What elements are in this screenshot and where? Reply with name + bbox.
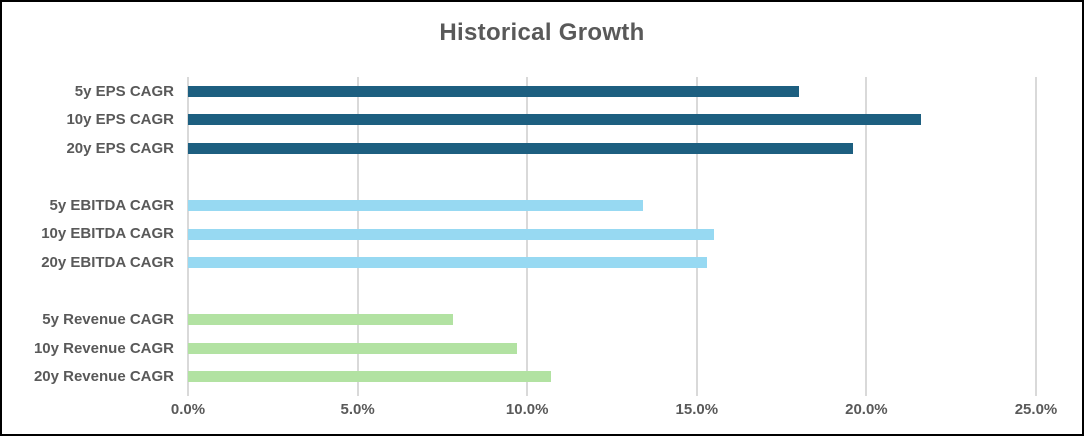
bar-10y-eps-cagr [188,114,921,126]
category-label: 10y Revenue CAGR [33,339,174,357]
plot-area [187,77,1037,396]
bar-5y-revenue-cagr [188,314,453,326]
x-tick-label: 5.0% [340,401,375,418]
x-tick-label: 20.0% [845,401,888,418]
category-label: 20y Revenue CAGR [33,368,174,386]
x-tick-label: 0.0% [170,401,206,418]
category-label: 20y EPS CAGR [66,139,174,157]
category-label: 10y EPS CAGR [66,111,174,129]
category-axis: 5y EPS CAGR 10y EPS CAGR 20y EPS CAGR 5y EB… [2,77,174,391]
chart-title: Historical Growth [439,19,645,46]
axis-tick [356,391,359,396]
axis-tick [865,391,868,396]
x-tick-label: 10.0% [505,401,549,418]
category-label: 5y EBITDA CAGR [49,196,174,214]
axis-tick [695,391,698,396]
gridline-25pct [1035,77,1037,391]
bar-5y-ebitda-cagr [188,199,643,211]
bar-10y-revenue-cagr [188,342,518,354]
category-label: 5y Revenue CAGR [42,311,174,329]
bar-20y-ebitda-cagr [188,257,707,269]
category-label: 5y EPS CAGR [74,82,174,100]
bar-10y-ebitda-cagr [188,228,714,240]
axis-tick [526,391,529,396]
category-label: 10y EBITDA CAGR [41,225,174,243]
x-tick-label: 15.0% [675,401,719,418]
gridline-20pct [865,77,868,391]
category-label: 20y EBITDA CAGR [41,254,174,272]
bar-20y-eps-cagr [188,142,853,154]
bar-20y-revenue-cagr [188,371,551,383]
x-tick-label: 25.0% [1014,401,1058,418]
axis-tick [187,391,189,396]
axis-tick [1035,391,1037,396]
bar-5y-eps-cagr [188,85,799,97]
